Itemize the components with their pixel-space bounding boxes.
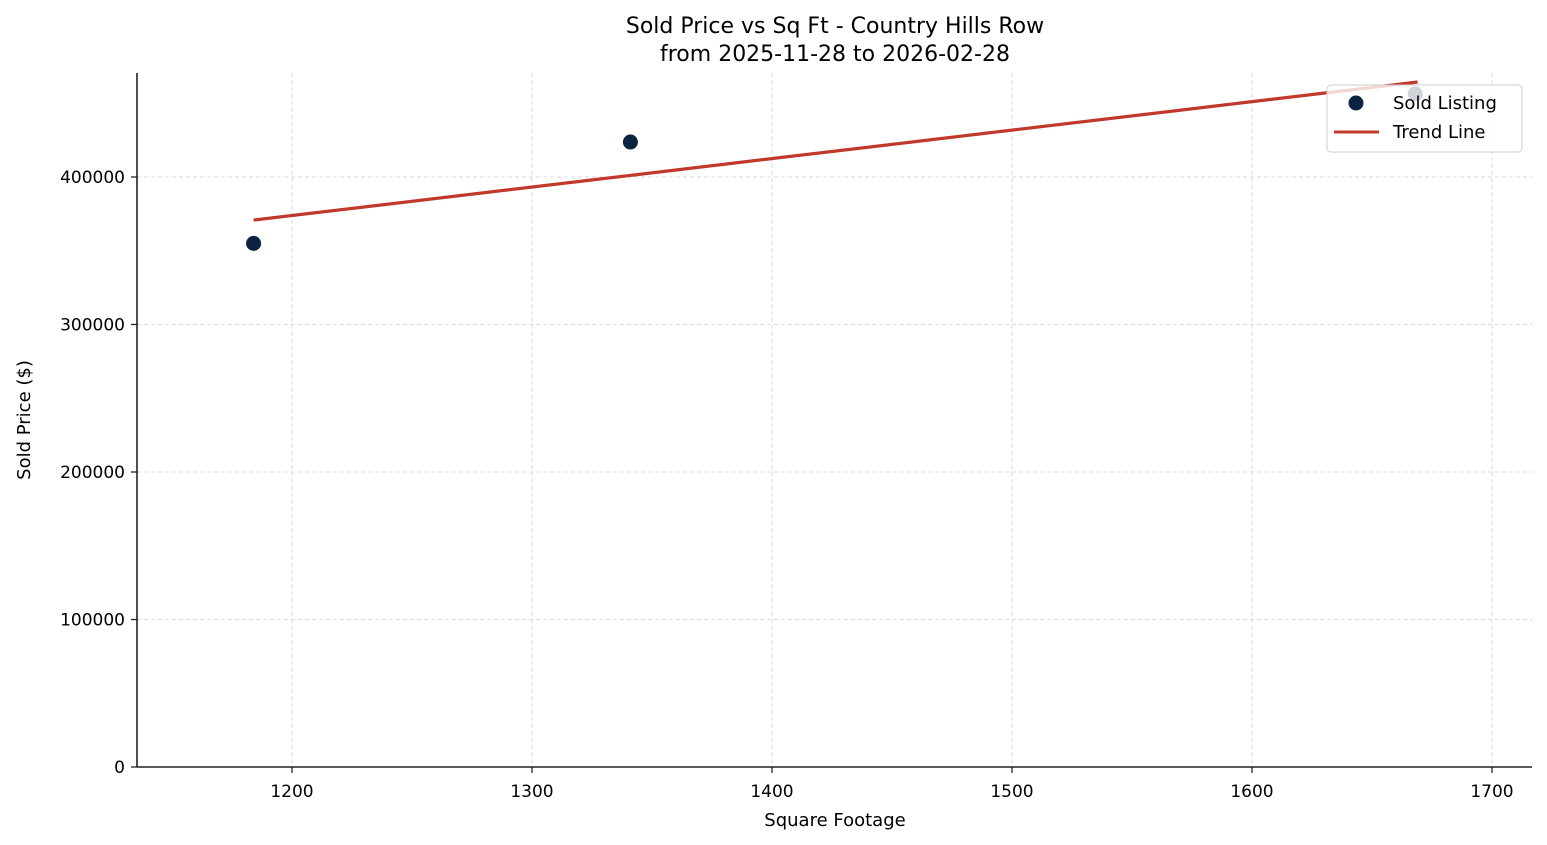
data-point [622, 134, 638, 150]
grid-lines [137, 73, 1532, 767]
chart-title: Sold Price vs Sq Ft - Country Hills Row [626, 14, 1044, 39]
y-tick-label: 400000 [60, 168, 125, 188]
y-tick-label: 300000 [60, 316, 125, 336]
y-tick-label: 0 [114, 758, 125, 778]
legend-scatter-marker-icon [1348, 95, 1364, 111]
y-tick-label: 100000 [60, 611, 125, 631]
x-tick-label: 1200 [270, 782, 313, 802]
legend-label-sold-listing: Sold Listing [1393, 93, 1497, 114]
y-axis-label: Sold Price ($) [14, 360, 35, 480]
x-tick-label: 1600 [1230, 782, 1273, 802]
legend-label-trend-line: Trend Line [1392, 122, 1486, 143]
x-tick-label: 1700 [1470, 782, 1513, 802]
y-tick-label: 200000 [60, 463, 125, 483]
trend-line [253, 80, 1418, 222]
x-tick-label: 1300 [510, 782, 553, 802]
x-tick-label: 1400 [750, 782, 793, 802]
x-axis-label: Square Footage [764, 810, 905, 831]
legend-box [1326, 84, 1523, 153]
x-tick-label: 1500 [990, 782, 1033, 802]
plot-series [246, 80, 1423, 251]
data-point [246, 235, 262, 251]
axes: 1200 1300 1400 1500 1600 1700 0 100000 200000 300… [60, 73, 1532, 802]
legend: Sold Listing Trend Line [1326, 84, 1523, 153]
chart-subtitle: from 2025-11-28 to 2026-02-28 [660, 42, 1010, 67]
